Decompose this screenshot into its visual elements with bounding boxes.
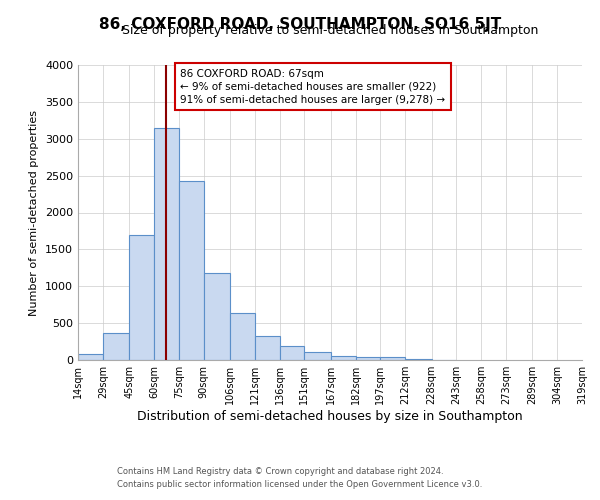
Bar [154,128,179,360]
Bar [103,332,129,360]
Bar [280,346,304,360]
Bar [129,234,154,360]
Bar [356,356,380,360]
Y-axis label: Number of semi-detached properties: Number of semi-detached properties [29,110,40,316]
Text: 86, COXFORD ROAD, SOUTHAMPTON, SO16 5JT: 86, COXFORD ROAD, SOUTHAMPTON, SO16 5JT [99,18,501,32]
Title: Size of property relative to semi-detached houses in Southampton: Size of property relative to semi-detach… [122,24,538,38]
Bar [203,273,230,360]
Text: 86 COXFORD ROAD: 67sqm
← 9% of semi-detached houses are smaller (922)
91% of sem: 86 COXFORD ROAD: 67sqm ← 9% of semi-deta… [181,68,446,105]
Text: Contains HM Land Registry data © Crown copyright and database right 2024.
Contai: Contains HM Land Registry data © Crown c… [118,468,482,489]
Bar [179,181,203,360]
X-axis label: Distribution of semi-detached houses by size in Southampton: Distribution of semi-detached houses by … [137,410,523,423]
Bar [255,336,280,360]
Bar [331,356,356,360]
Bar [380,358,405,360]
Bar [304,352,331,360]
Bar [230,313,255,360]
Bar [78,354,103,360]
